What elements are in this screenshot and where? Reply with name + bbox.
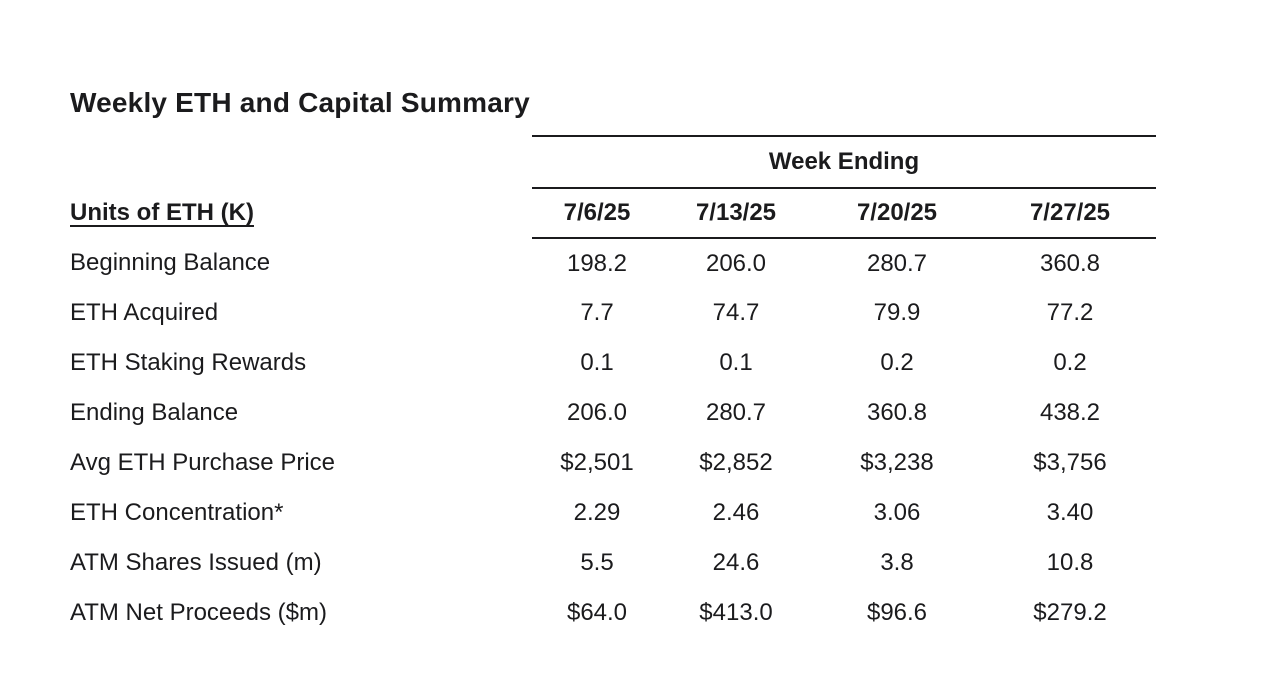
row-label: ATM Shares Issued (m) — [70, 549, 322, 576]
units-of-eth-label: Units of ETH (K) — [70, 188, 532, 238]
cell-value: 280.7 — [866, 249, 928, 277]
row-label: Ending Balance — [70, 399, 239, 426]
table-row-beginning-balance: Beginning Balance 198.2 206.0 280.7 360.… — [70, 238, 1156, 288]
cell-value: 280.7 — [705, 399, 767, 426]
cell-value: 3.8 — [880, 549, 914, 576]
cell-value: 3.06 — [873, 499, 921, 526]
table-row-eth-acquired: ETH Acquired 7.7 74.7 79.9 77.2 — [70, 288, 1156, 338]
group-header-row: Week Ending — [70, 135, 1156, 189]
cell-value: $279.2 — [1033, 599, 1107, 626]
spacer-cell — [70, 136, 532, 188]
page-title: Weekly ETH and Capital Summary — [70, 86, 530, 118]
cell-value: $3,238 — [860, 449, 934, 476]
cell-value: 360.8 — [1039, 249, 1101, 277]
weekly-summary-table: Week Ending Units of ETH (K) 7/6/25 7/13… — [70, 135, 1156, 638]
cell-value: 7.7 — [580, 299, 614, 326]
cell-value: 10.8 — [1046, 549, 1094, 576]
cell-value: $3,756 — [1033, 449, 1107, 476]
cell-value: 79.9 — [873, 299, 921, 326]
cell-value: 198.2 — [566, 249, 628, 277]
cell-value: 5.5 — [580, 549, 614, 576]
cell-value: 74.7 — [712, 299, 760, 326]
cell-value: 3.40 — [1046, 499, 1094, 526]
cell-value: 77.2 — [1046, 299, 1094, 326]
cell-value: $96.6 — [866, 599, 928, 626]
cell-value: $2,852 — [699, 449, 773, 476]
cell-value: 0.2 — [1053, 349, 1087, 376]
column-header-date: 7/27/25 — [984, 188, 1156, 239]
column-header-date: 7/13/25 — [662, 188, 810, 239]
cell-value: 2.29 — [573, 499, 621, 526]
table-row-atm-shares-issued: ATM Shares Issued (m) 5.5 24.6 3.8 10.8 — [70, 538, 1156, 588]
cell-value: 0.2 — [880, 349, 914, 376]
table-row-eth-staking-rewards: ETH Staking Rewards 0.1 0.1 0.2 0.2 — [70, 338, 1156, 388]
cell-value: 0.1 — [719, 349, 753, 376]
cell-value: $64.0 — [566, 599, 628, 626]
units-of-eth-label-text: Units of ETH (K) — [70, 199, 254, 226]
row-label: ETH Concentration* — [70, 499, 284, 526]
row-label: Beginning Balance — [70, 249, 271, 276]
column-header-date: 7/6/25 — [532, 188, 662, 239]
cell-value: $2,501 — [560, 449, 634, 476]
table-row-ending-balance: Ending Balance 206.0 280.7 360.8 438.2 — [70, 388, 1156, 438]
cell-value: 24.6 — [712, 549, 760, 576]
column-header-row: Units of ETH (K) 7/6/25 7/13/25 7/20/25 … — [70, 188, 1156, 239]
cell-value: $413.0 — [699, 599, 773, 626]
row-label: Avg ETH Purchase Price — [70, 449, 335, 476]
table-row-atm-net-proceeds: ATM Net Proceeds ($m) $64.0 $413.0 $96.6… — [70, 588, 1156, 638]
cell-value: 360.8 — [866, 399, 928, 426]
column-header-date: 7/20/25 — [810, 188, 984, 239]
cell-value: 438.2 — [1039, 399, 1101, 426]
table-row-eth-concentration: ETH Concentration* 2.29 2.46 3.06 3.40 — [70, 488, 1156, 538]
week-ending-header: Week Ending — [532, 135, 1156, 189]
cell-value: 2.46 — [712, 499, 760, 526]
row-label: ETH Acquired — [70, 299, 219, 326]
table-row-avg-eth-purchase-price: Avg ETH Purchase Price $2,501 $2,852 $3,… — [70, 438, 1156, 488]
cell-value: 206.0 — [566, 399, 628, 426]
cell-value: 206.0 — [705, 249, 767, 277]
row-label: ATM Net Proceeds ($m) — [70, 599, 327, 626]
cell-value: 0.1 — [580, 349, 614, 376]
row-label: ETH Staking Rewards — [70, 349, 307, 376]
